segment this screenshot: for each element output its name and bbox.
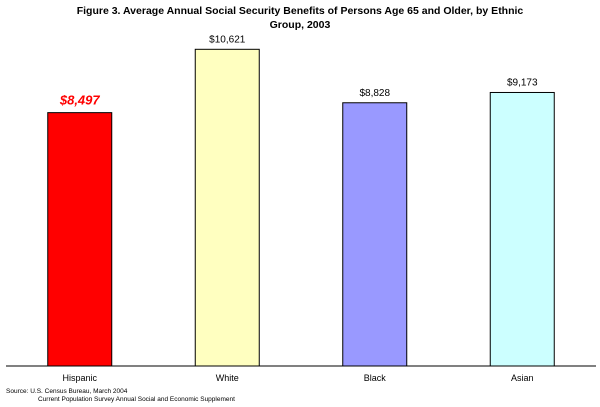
source-note: Source: U.S. Census Bureau, March 2004 C… bbox=[6, 388, 235, 404]
value-label-hispanic: $8,497 bbox=[59, 93, 101, 108]
chart-title-line2: Group, 2003 bbox=[269, 19, 331, 31]
value-label-asian: $9,173 bbox=[507, 77, 538, 88]
bar-asian bbox=[489, 91, 555, 367]
value-label-white: $10,621 bbox=[209, 34, 246, 45]
chart-title: Figure 3. Average Annual Social Security… bbox=[0, 4, 600, 32]
bar-white bbox=[194, 48, 260, 367]
category-label-asian: Asian bbox=[511, 373, 534, 383]
bar-black bbox=[342, 102, 408, 367]
source-line-2: Current Population Survey Annual Social … bbox=[38, 396, 235, 403]
bar-hispanic bbox=[47, 112, 113, 367]
value-label-black: $8,828 bbox=[359, 88, 390, 99]
category-label-black: Black bbox=[364, 373, 387, 383]
chart-title-line1: Figure 3. Average Annual Social Security… bbox=[76, 5, 524, 17]
category-label-white: White bbox=[216, 373, 239, 383]
category-label-hispanic: Hispanic bbox=[62, 373, 97, 383]
source-line-1: Source: U.S. Census Bureau, March 2004 bbox=[6, 388, 128, 395]
